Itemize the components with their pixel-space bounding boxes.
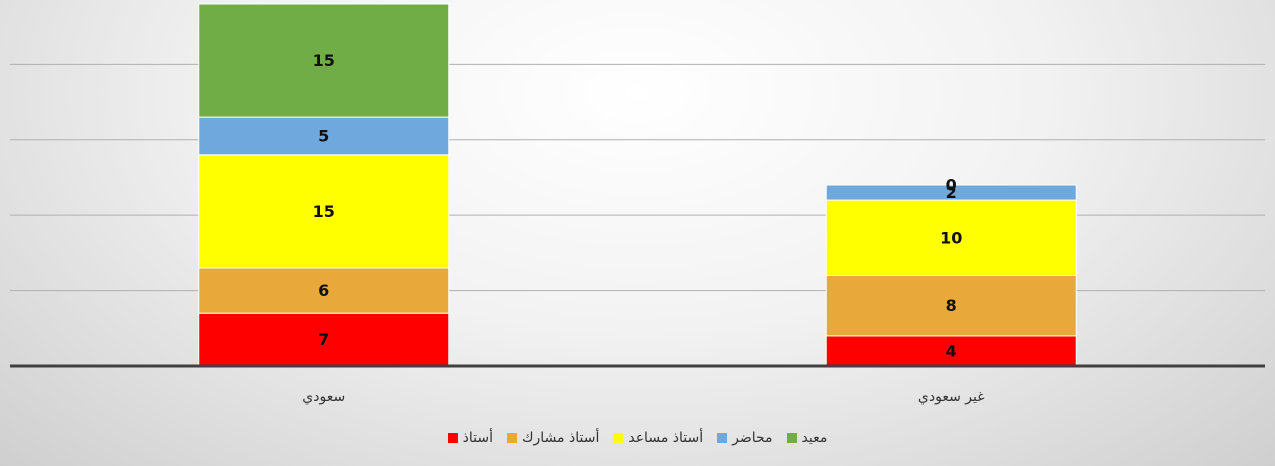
legend-swatch — [786, 433, 797, 443]
data-label: 15 — [313, 202, 335, 221]
x-tick-label: سعودي — [302, 389, 345, 405]
data-label: 0 — [946, 176, 957, 195]
legend-label: أستاذ مشارك — [522, 430, 600, 446]
data-label: 8 — [946, 296, 957, 315]
legend-swatch — [507, 433, 517, 443]
legend-label: معيد — [801, 430, 828, 446]
data-label: 2 — [946, 183, 957, 202]
bar-segment — [198, 312, 450, 367]
legend-item: معيد — [786, 430, 828, 446]
data-label: 15 — [313, 51, 335, 70]
bar-segment — [825, 184, 1077, 201]
legend-swatch — [447, 433, 458, 443]
legend-item: محاضر — [717, 430, 773, 446]
legend-item: أستاذ — [447, 430, 493, 446]
data-label: 7 — [318, 330, 329, 349]
bar-segment — [198, 3, 450, 118]
legend-item: أستاذ مشارك — [507, 430, 599, 446]
data-label: 4 — [946, 341, 957, 360]
legend-swatch — [717, 433, 728, 443]
legend-item: أستاذ مساعد — [613, 430, 703, 446]
legend-swatch — [613, 433, 624, 443]
bar-segment — [825, 275, 1077, 337]
bar-segment — [198, 267, 450, 314]
legend-label: أستاذ مساعد — [628, 430, 704, 446]
data-label: 5 — [318, 126, 329, 145]
x-tick-label: غير سعودي — [918, 389, 985, 405]
legend-label: أستاذ — [462, 430, 493, 446]
bar-segment — [825, 199, 1077, 276]
data-label: 6 — [318, 281, 329, 300]
legend-label: محاضر — [732, 430, 773, 446]
data-label: 10 — [940, 228, 962, 247]
legend: معيد محاضر أستاذ مساعد أستاذ مشارك أستاذ — [0, 430, 1275, 446]
